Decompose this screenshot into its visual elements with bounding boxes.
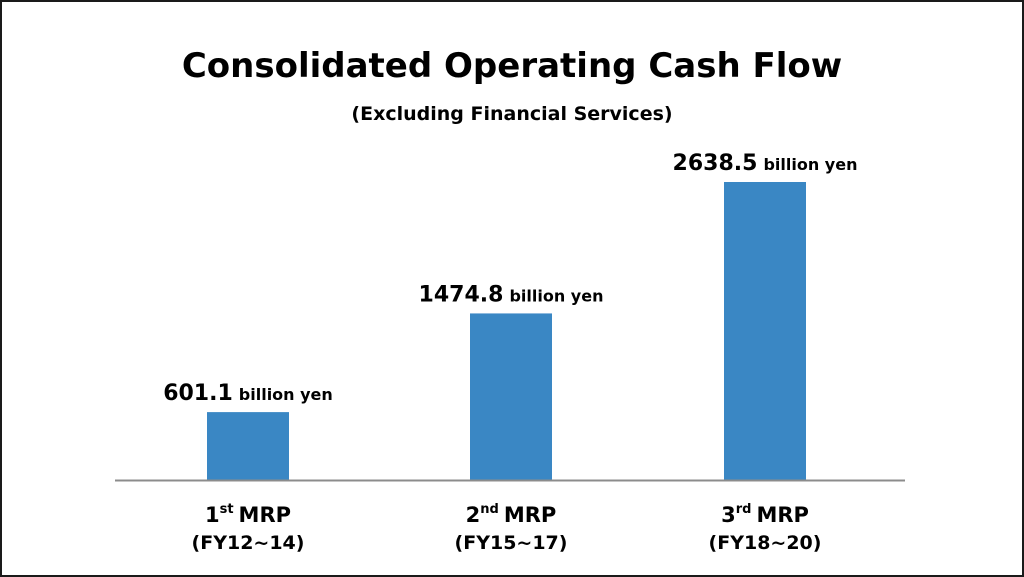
data-label-3: 2638.5 billion yen <box>673 151 858 176</box>
category-label-1: 1st MRP <box>205 502 291 527</box>
chart-subtitle: (Excluding Financial Services) <box>351 103 673 125</box>
bar-2 <box>470 313 552 480</box>
category-period-1: (FY12~14) <box>192 532 305 554</box>
category-period-2: (FY15~17) <box>455 532 568 554</box>
bar-3 <box>724 182 806 480</box>
bar-1 <box>207 412 289 480</box>
chart-title: Consolidated Operating Cash Flow <box>181 46 843 86</box>
category-period-3: (FY18~20) <box>709 532 822 554</box>
category-label-2: 2nd MRP <box>466 502 557 527</box>
category-label-3: 3rd MRP <box>721 502 809 527</box>
data-label-2: 1474.8 billion yen <box>419 282 604 307</box>
data-label-1: 601.1 billion yen <box>163 381 333 406</box>
